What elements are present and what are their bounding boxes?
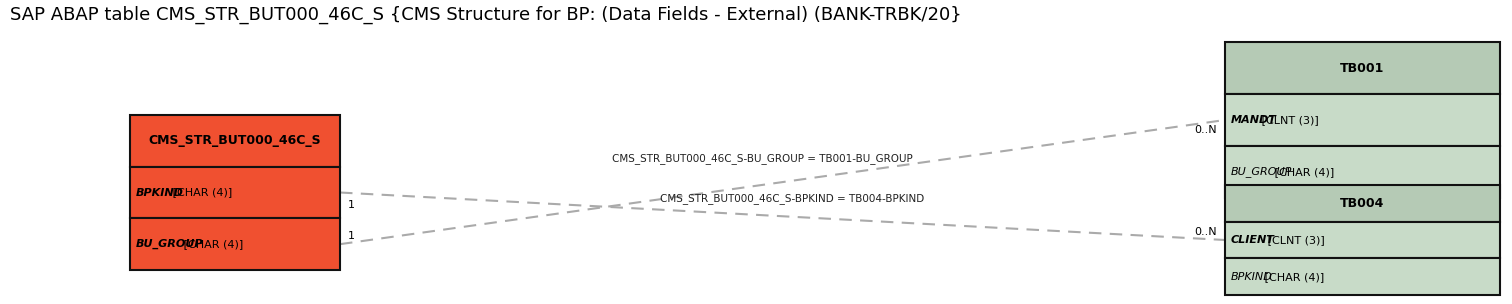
- Bar: [130, 115, 340, 167]
- Text: [CHAR (4)]: [CHAR (4)]: [1272, 167, 1334, 177]
- Bar: [1225, 185, 1500, 222]
- Text: BU_GROUP: BU_GROUP: [136, 239, 204, 249]
- Bar: [1225, 222, 1500, 258]
- Bar: [1225, 42, 1500, 94]
- Text: TB001: TB001: [1340, 61, 1385, 74]
- Text: CMS_STR_BUT000_46C_S: CMS_STR_BUT000_46C_S: [148, 134, 322, 147]
- Text: TB004: TB004: [1340, 197, 1385, 210]
- Text: MANDT: MANDT: [1231, 115, 1276, 125]
- Text: 0..N: 0..N: [1194, 125, 1217, 135]
- Text: [CHAR (4)]: [CHAR (4)]: [1261, 272, 1325, 282]
- Bar: [130, 218, 340, 270]
- Bar: [1225, 146, 1500, 198]
- Text: [CLNT (3)]: [CLNT (3)]: [1258, 115, 1320, 125]
- Bar: [130, 167, 340, 218]
- Text: SAP ABAP table CMS_STR_BUT000_46C_S {CMS Structure for BP: (Data Fields - Extern: SAP ABAP table CMS_STR_BUT000_46C_S {CMS…: [11, 6, 962, 24]
- Text: [CHAR (4)]: [CHAR (4)]: [180, 239, 243, 249]
- Text: CMS_STR_BUT000_46C_S-BPKIND = TB004-BPKIND: CMS_STR_BUT000_46C_S-BPKIND = TB004-BPKI…: [661, 193, 925, 204]
- Bar: [1225, 94, 1500, 146]
- Text: [CHAR (4)]: [CHAR (4)]: [169, 188, 233, 198]
- Text: BPKIND: BPKIND: [136, 188, 184, 198]
- Bar: [1225, 258, 1500, 295]
- Text: BPKIND: BPKIND: [1231, 272, 1273, 282]
- Text: CMS_STR_BUT000_46C_S-BU_GROUP = TB001-BU_GROUP: CMS_STR_BUT000_46C_S-BU_GROUP = TB001-BU…: [612, 153, 913, 164]
- Text: CLIENT: CLIENT: [1231, 235, 1275, 245]
- Text: BU_GROUP: BU_GROUP: [1231, 167, 1293, 178]
- Text: 0..N: 0..N: [1194, 227, 1217, 237]
- Text: 1: 1: [348, 231, 355, 241]
- Text: 1: 1: [348, 199, 355, 209]
- Text: [CLNT (3)]: [CLNT (3)]: [1264, 235, 1325, 245]
